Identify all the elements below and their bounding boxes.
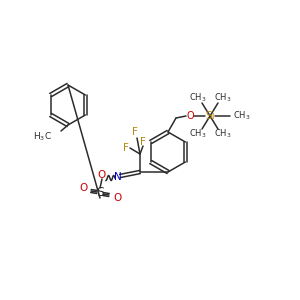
Text: CH$_3$: CH$_3$ — [233, 110, 251, 122]
Text: N: N — [114, 172, 122, 182]
Text: F: F — [140, 137, 146, 147]
Text: CH$_3$: CH$_3$ — [189, 128, 207, 140]
Text: F: F — [123, 143, 129, 153]
Text: CH$_3$: CH$_3$ — [214, 128, 232, 140]
Text: O: O — [186, 111, 194, 121]
Text: F: F — [132, 127, 138, 137]
Text: O: O — [113, 193, 121, 203]
Text: H$_3$C: H$_3$C — [33, 131, 52, 143]
Text: CH$_3$: CH$_3$ — [214, 92, 232, 104]
Text: Si: Si — [205, 111, 215, 121]
Text: CH$_3$: CH$_3$ — [189, 92, 207, 104]
Text: O: O — [79, 183, 87, 193]
Text: O: O — [98, 170, 106, 180]
Text: S: S — [96, 187, 104, 200]
